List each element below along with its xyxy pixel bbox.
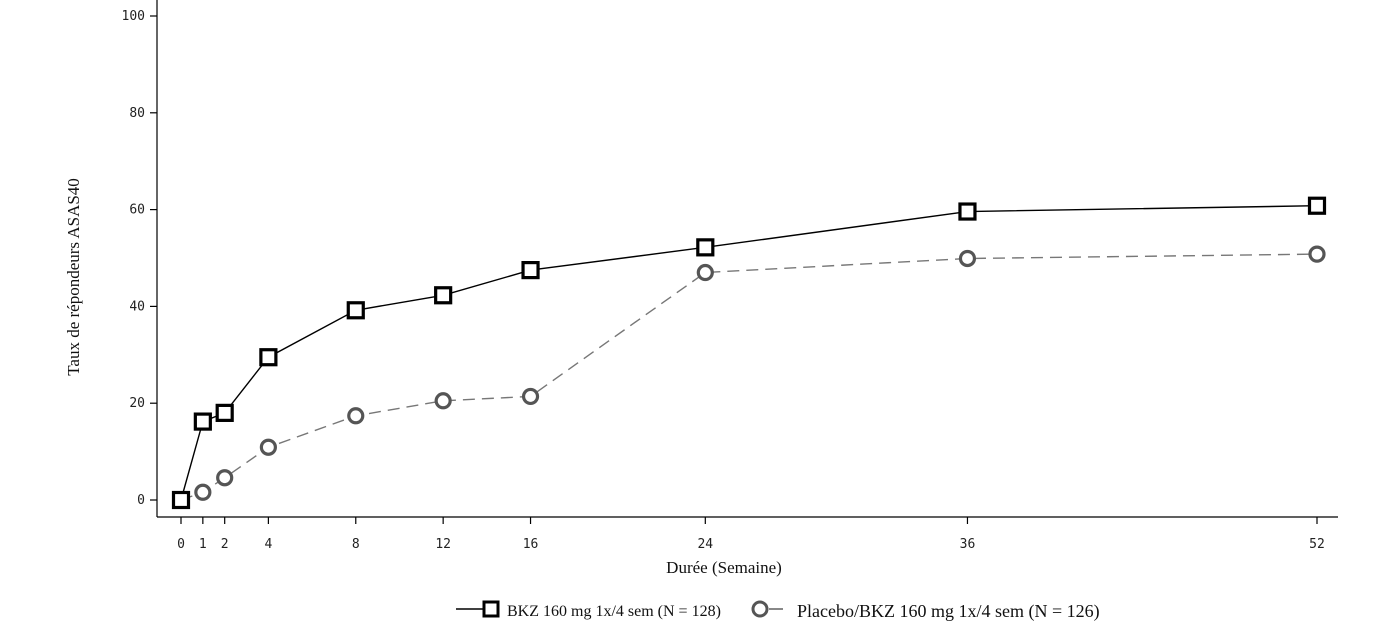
data-point bbox=[215, 403, 234, 422]
y-tick-label: 80 bbox=[129, 106, 145, 121]
x-tick-label: 16 bbox=[523, 537, 539, 552]
data-point bbox=[347, 407, 365, 425]
data-point bbox=[171, 490, 191, 510]
y-tick-label: 0 bbox=[137, 493, 145, 508]
y-tick-label: 20 bbox=[129, 396, 145, 411]
data-point bbox=[346, 301, 365, 320]
x-tick-label: 2 bbox=[221, 537, 229, 552]
legend-marker-placebo bbox=[751, 600, 769, 618]
data-point bbox=[434, 392, 452, 410]
series-line bbox=[180, 253, 1318, 501]
data-point bbox=[696, 238, 715, 257]
data-point bbox=[958, 249, 977, 268]
x-tick-label: 12 bbox=[435, 537, 451, 552]
legend-label-placebo: Placebo/BKZ 160 mg 1x/4 sem (N = 126) bbox=[797, 601, 1100, 622]
x-tick-label: 0 bbox=[177, 537, 185, 552]
data-point bbox=[958, 202, 977, 221]
legend-marker-bkz bbox=[482, 600, 500, 618]
data-point bbox=[194, 483, 212, 501]
data-point bbox=[521, 261, 540, 280]
x-tick-label: 8 bbox=[352, 537, 360, 552]
data-point bbox=[259, 438, 277, 456]
legend-label-bkz: BKZ 160 mg 1x/4 sem (N = 128) bbox=[507, 603, 721, 620]
series-1 bbox=[172, 245, 1326, 509]
x-tick-label: 4 bbox=[264, 537, 272, 552]
series-line bbox=[180, 205, 1318, 501]
data-point bbox=[193, 412, 212, 431]
y-tick-label: 60 bbox=[129, 203, 145, 218]
data-point bbox=[1308, 245, 1326, 263]
data-point bbox=[521, 387, 540, 406]
data-point bbox=[434, 286, 453, 305]
series-0 bbox=[171, 196, 1327, 510]
x-tick-label: 24 bbox=[697, 537, 713, 552]
legend: BKZ 160 mg 1x/4 sem (N = 128) Placebo/BK… bbox=[456, 600, 1100, 622]
y-tick-label: 40 bbox=[129, 299, 145, 314]
y-axis-label: Taux de répondeurs ASAS40 bbox=[64, 178, 83, 376]
data-point bbox=[696, 263, 714, 282]
x-tick-label: 36 bbox=[960, 537, 976, 552]
x-tick-label: 1 bbox=[199, 537, 207, 552]
data-point bbox=[259, 348, 278, 367]
y-ticks: 0 20 40 60 80 100 bbox=[122, 9, 157, 508]
x-tick-label: 52 bbox=[1309, 537, 1325, 552]
x-axis-label: Durée (Semaine) bbox=[666, 558, 782, 577]
x-ticks: 0 1 2 4 8 12 16 24 36 52 bbox=[177, 517, 1325, 552]
data-point bbox=[216, 469, 234, 487]
axes bbox=[156, 0, 1338, 518]
y-tick-label: 100 bbox=[122, 9, 145, 24]
data-point bbox=[1307, 196, 1327, 215]
series-layer bbox=[171, 196, 1327, 510]
